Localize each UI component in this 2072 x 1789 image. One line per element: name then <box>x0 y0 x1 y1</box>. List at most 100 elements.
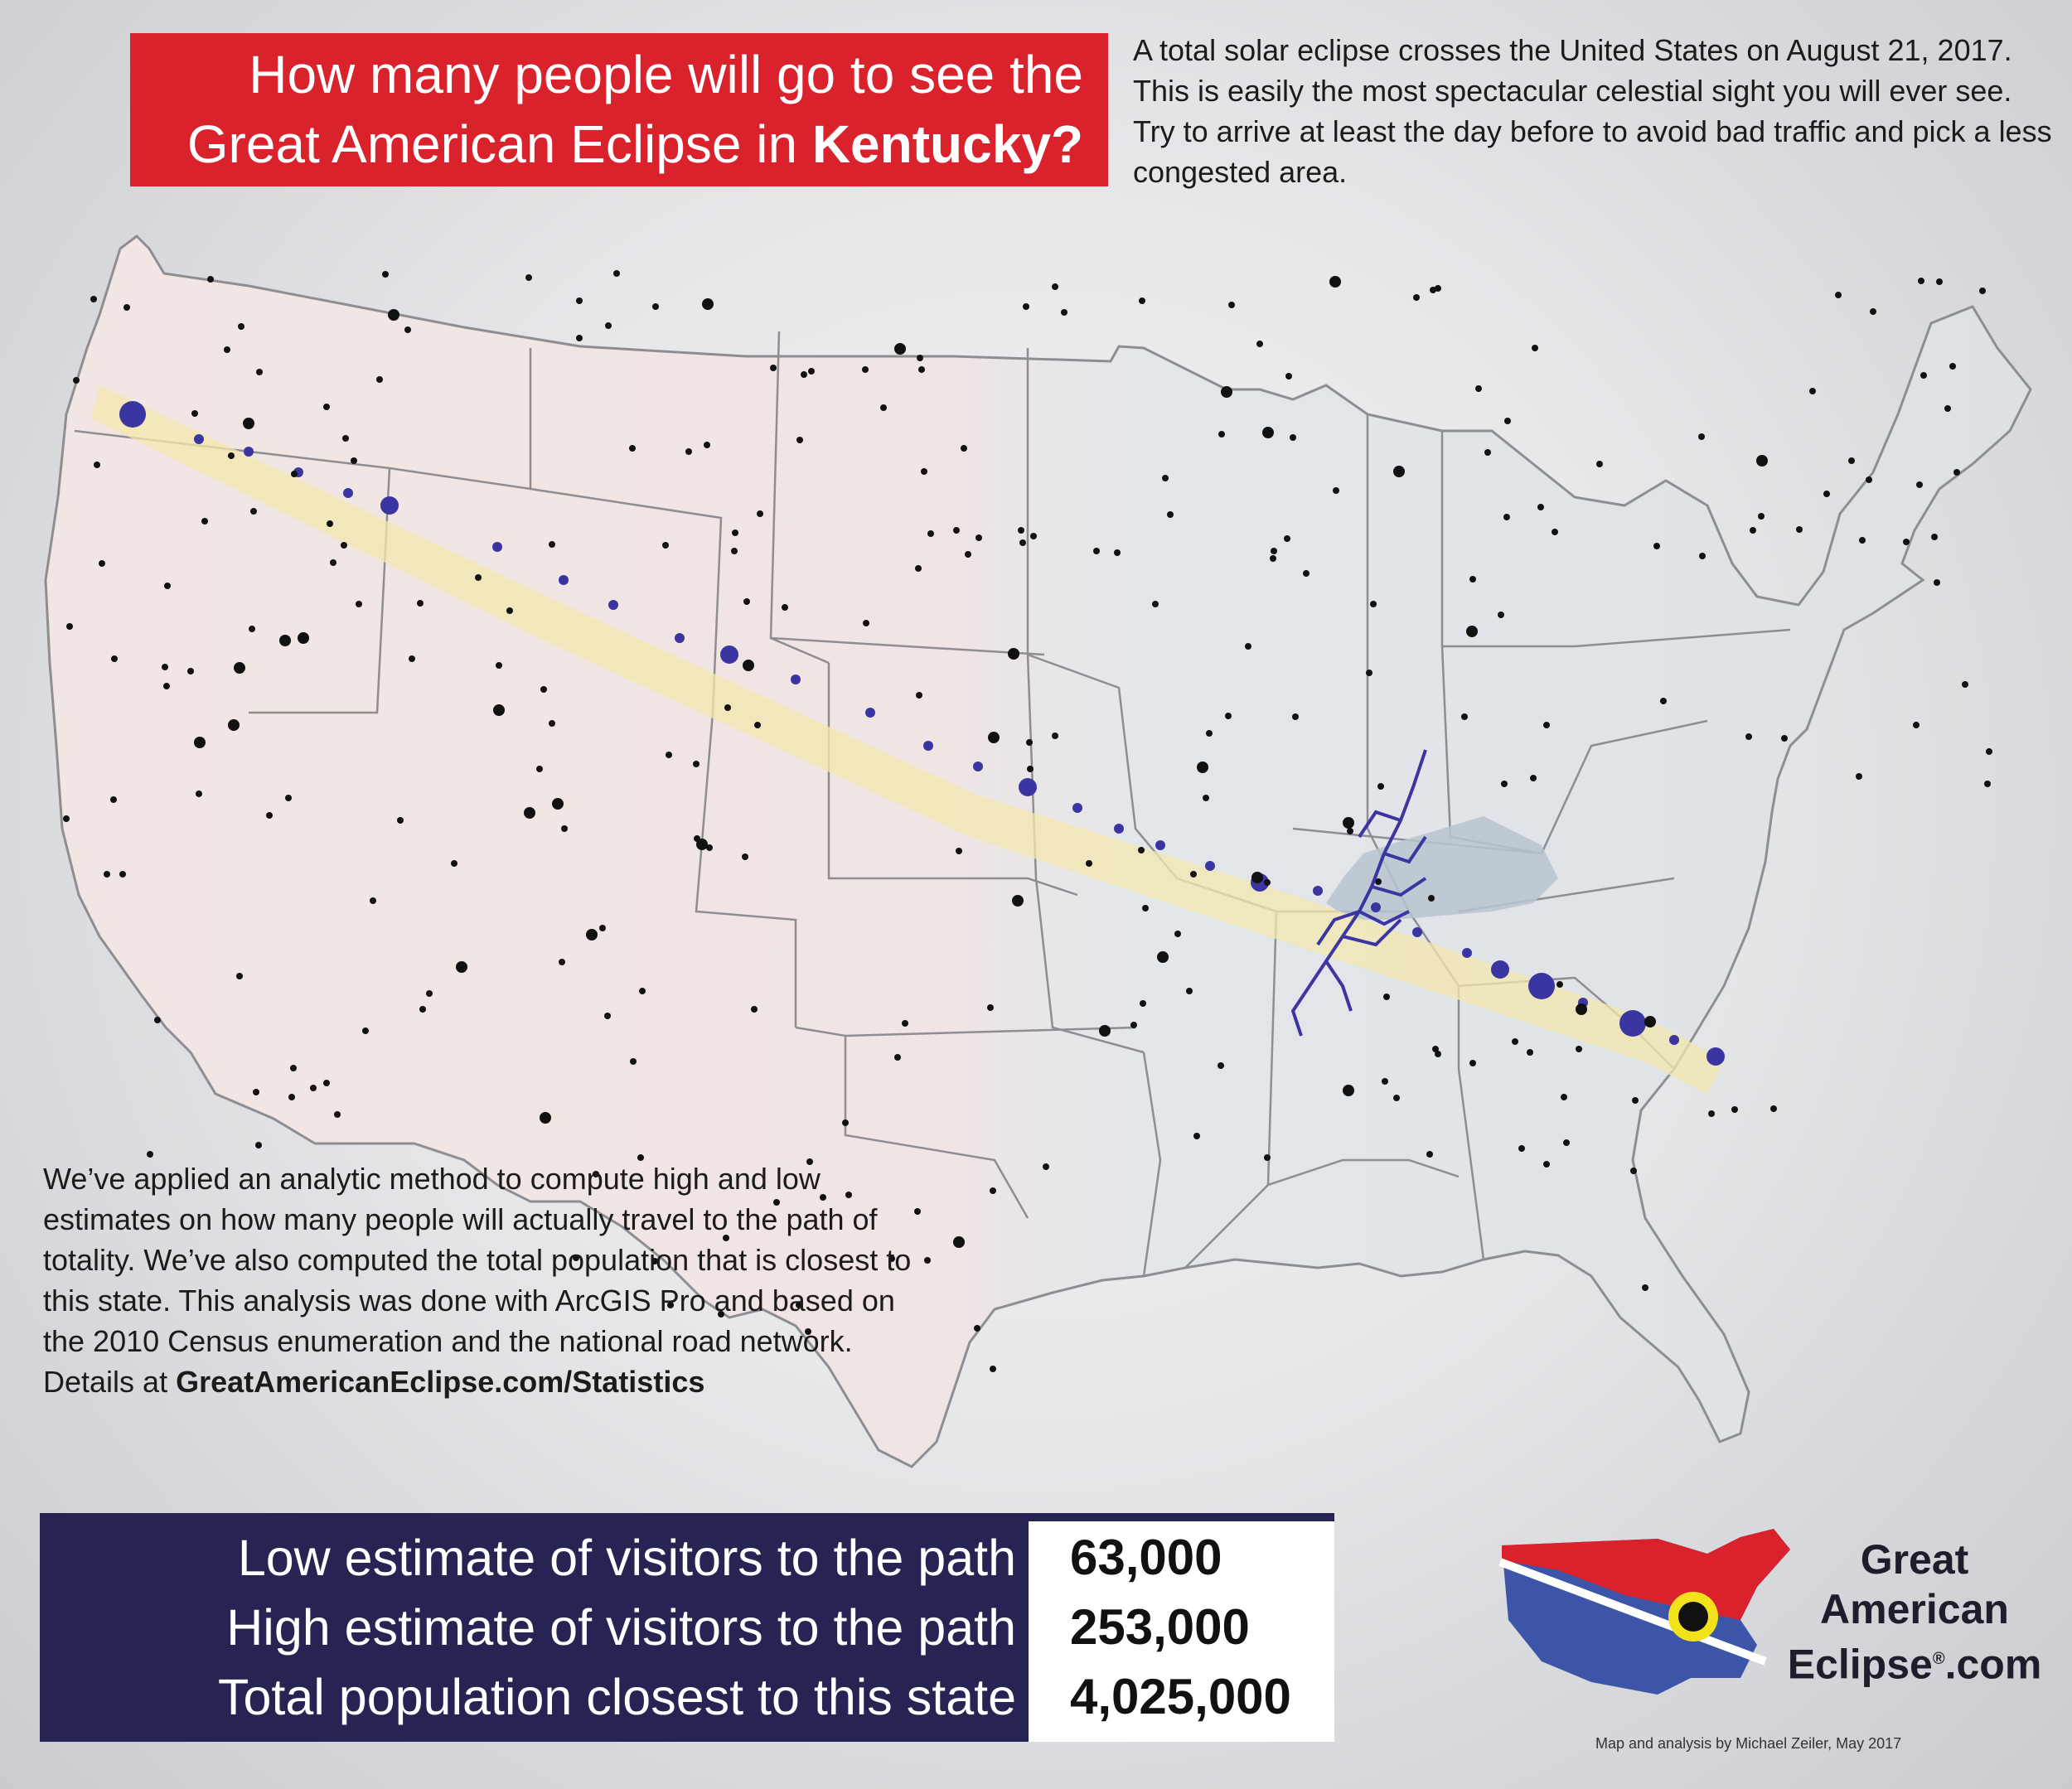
city-dot <box>1920 372 1927 379</box>
city-dot <box>162 664 168 670</box>
stat-row-low: Low estimate of visitors to the path 63,… <box>40 1523 1334 1593</box>
city-dot <box>902 1020 908 1027</box>
city-dot <box>540 686 547 693</box>
city-dot <box>604 1013 611 1019</box>
city-dot <box>1986 748 1992 755</box>
city-dot <box>586 929 598 940</box>
city-dot <box>1139 297 1145 304</box>
city-dot <box>1699 553 1706 559</box>
city-dot <box>224 346 230 353</box>
statistics-link[interactable]: GreatAmericanEclipse.com/Statistics <box>176 1365 705 1399</box>
city-dot <box>593 1171 599 1177</box>
city-dot <box>154 1017 161 1023</box>
city-dot <box>914 1208 921 1215</box>
city-dot <box>123 304 130 311</box>
stats-panel: Low estimate of visitors to the path 63,… <box>40 1513 1334 1742</box>
city-dot <box>404 326 411 333</box>
city-dot <box>1708 1110 1715 1117</box>
city-dot <box>975 534 982 541</box>
city-dot <box>1061 309 1067 316</box>
city-dot <box>99 560 105 567</box>
city-dot <box>987 1004 994 1011</box>
city-dot <box>1576 1046 1582 1052</box>
stat-value-population: 4,025,000 <box>1070 1669 1291 1724</box>
city-dot <box>1936 278 1943 285</box>
city-dot <box>1030 533 1037 539</box>
path-dot <box>720 645 738 664</box>
city-dot <box>382 271 389 278</box>
city-dot <box>1770 1105 1777 1112</box>
city-dot <box>164 583 171 589</box>
path-dot <box>791 675 801 684</box>
city-dot <box>1157 951 1169 963</box>
city-dot <box>104 871 110 878</box>
city-dot <box>1203 795 1209 801</box>
methodology-paragraph: We’ve applied an analytic method to comp… <box>43 1158 938 1402</box>
path-dot <box>608 600 618 610</box>
city-dot <box>1428 895 1435 902</box>
path-dot <box>1462 948 1472 958</box>
city-dot <box>1576 1003 1587 1015</box>
city-dot <box>243 418 254 429</box>
city-dot <box>94 462 100 468</box>
city-dot <box>201 518 208 525</box>
city-dot <box>820 1194 826 1201</box>
city-dot <box>742 853 748 860</box>
city-dot <box>796 437 803 443</box>
city-dot <box>291 471 298 477</box>
city-dot <box>743 598 750 605</box>
city-dot <box>1949 363 1956 370</box>
city-dot <box>1913 722 1920 728</box>
path-dot <box>559 575 569 585</box>
city-dot <box>573 1255 579 1261</box>
path-dot <box>1313 886 1323 896</box>
city-dot <box>1221 386 1232 398</box>
city-dot <box>1174 931 1181 937</box>
city-dot <box>990 1187 996 1194</box>
city-dot <box>1931 534 1938 540</box>
city-dot <box>330 559 336 566</box>
city-dot <box>334 1111 341 1118</box>
city-dot <box>1632 1097 1639 1104</box>
city-dot <box>1561 1094 1567 1100</box>
city-dot <box>743 660 754 671</box>
city-dot <box>1556 981 1563 988</box>
city-dot <box>974 1325 980 1332</box>
city-dot <box>73 377 80 384</box>
city-dot <box>279 635 291 646</box>
city-dot <box>256 369 263 375</box>
city-dot <box>639 988 646 994</box>
city-dot <box>723 1235 729 1241</box>
city-dot <box>1630 1168 1637 1174</box>
path-dot <box>675 633 685 643</box>
city-dot <box>327 520 333 527</box>
city-dot <box>693 761 700 767</box>
city-dot <box>194 737 206 748</box>
stat-label-high: High estimate of visitors to the path <box>226 1599 1016 1656</box>
city-dot <box>1503 514 1510 520</box>
city-dot <box>685 448 692 455</box>
path-dot <box>1528 973 1555 999</box>
city-dot <box>228 719 240 731</box>
city-dot <box>559 959 565 965</box>
city-dot <box>880 404 887 411</box>
city-dot <box>236 973 243 979</box>
city-dot <box>1745 733 1752 740</box>
title-line-2-prefix: Great American Eclipse in <box>186 114 812 174</box>
city-dot <box>253 1089 259 1095</box>
city-dot <box>1228 302 1235 308</box>
city-dot <box>1469 1060 1476 1066</box>
city-dot <box>1809 388 1816 394</box>
city-dot <box>376 376 383 383</box>
city-dot <box>63 815 70 822</box>
city-dot <box>806 1158 813 1165</box>
city-dot <box>1518 1145 1525 1152</box>
path-dot <box>1412 927 1422 937</box>
city-dot <box>426 990 433 997</box>
city-dot <box>285 795 292 801</box>
city-dot <box>1475 385 1482 392</box>
city-dot <box>916 692 922 699</box>
city-dot <box>552 798 564 810</box>
city-dot <box>1186 988 1193 994</box>
city-dot <box>796 1302 802 1308</box>
